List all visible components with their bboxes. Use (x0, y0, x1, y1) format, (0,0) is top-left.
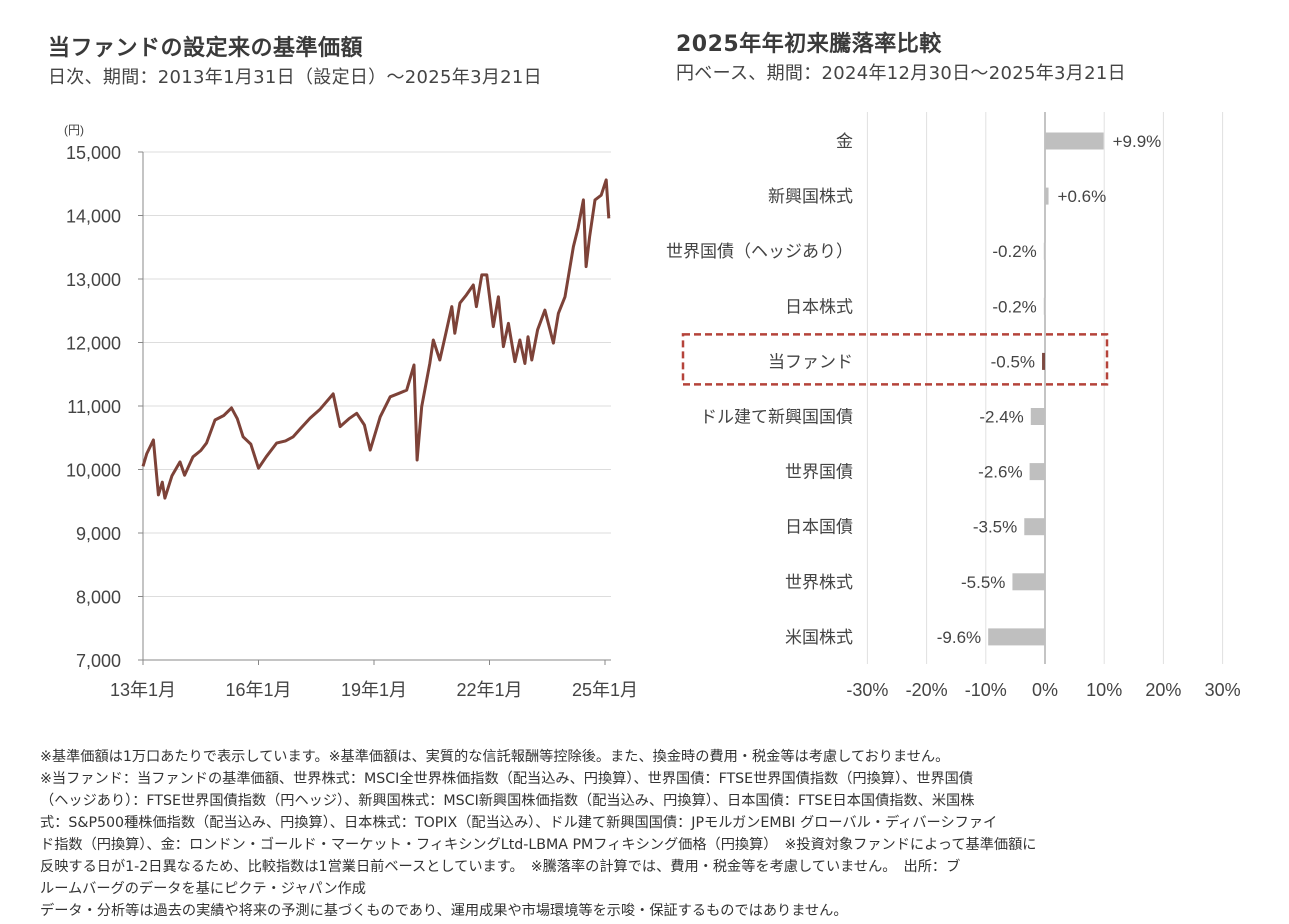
value-label: -0.2% (992, 297, 1036, 316)
footnote-line: ※基準価額は1万口あたりで表示しています。※基準価額は、実質的な信託報酬等控除後… (40, 749, 950, 765)
y-tick-label: 10,000 (66, 461, 121, 481)
x-tick-label: 13年1月 (110, 680, 176, 700)
x-tick-label: 25年1月 (572, 680, 638, 700)
return-bar-chart: -30% -20% -10% 0% 10% 20% 30% 金 +9.9% 新興国株式 +0.6% 世… (666, 112, 1241, 700)
left-chart-title: 当ファンドの設定来の基準価額 (48, 36, 364, 61)
bar-2 (1043, 242, 1046, 260)
x-tick-label: 0% (1032, 680, 1058, 700)
value-label: -0.5% (991, 352, 1035, 371)
bar-1 (1045, 187, 1049, 205)
category-label: 日本株式 (785, 297, 853, 316)
value-label: -3.5% (973, 518, 1017, 537)
left-chart-subtitle: 日次、期間：2013年1月31日（設定日）～2025年3月21日 (48, 67, 542, 88)
value-label: +9.9% (1113, 132, 1162, 151)
highlight-box (681, 333, 1109, 386)
y-tick-label: 13,000 (66, 270, 121, 290)
footnotes: ※基準価額は1万口あたりで表示しています。※基準価額は、実質的な信託報酬等控除後… (40, 746, 1036, 922)
x-tick-label: -20% (906, 680, 948, 700)
bar-4 (1042, 352, 1045, 370)
footnote-line: 式：S&P500種株価指数（配当込み、円換算）、日本株式：TOPIX（配当込み）… (40, 815, 998, 831)
y-tick-label: 8,000 (76, 588, 121, 608)
nav-line-chart: 7,000 8,000 9,000 10,000 11,000 12,000 13,000 1… (64, 123, 638, 700)
bar-7 (1024, 518, 1045, 536)
footnote-line: データ・分析等は過去の実績や将来の予測に基づくものであり、運用成果や市場環境等を… (40, 903, 848, 919)
footnote-line: ルームバーグのデータを基にピクテ・ジャパン作成 (40, 881, 366, 897)
footnote-line: 反映する日が1-2日異なるため、比較指数は1営業日前ベースとしています。 ※騰落… (40, 859, 961, 875)
nav-series-line (141, 178, 611, 500)
x-tick-label: 30% (1205, 680, 1241, 700)
bar-3 (1043, 297, 1046, 315)
bar-6 (1029, 463, 1045, 481)
category-label: 米国株式 (785, 628, 853, 647)
y-tick-label: 15,000 (66, 143, 121, 163)
y-tick-label: 11,000 (67, 397, 121, 417)
value-label: -2.6% (978, 463, 1022, 482)
bar-5 (1030, 408, 1045, 425)
category-label: 世界国債 (785, 463, 853, 482)
category-label: 当ファンド (768, 352, 853, 371)
right-chart-subtitle: 円ベース、期間：2024年12月30日～2025年3月21日 (676, 63, 1126, 84)
value-label: -0.2% (992, 242, 1036, 261)
category-label: 新興国株式 (768, 187, 853, 206)
y-tick-label: 9,000 (76, 524, 121, 544)
category-label: 世界国債（ヘッジあり） (666, 242, 853, 261)
x-tick-label: 10% (1086, 680, 1122, 700)
y-tick-label: 14,000 (66, 207, 121, 227)
x-tick-label: 20% (1145, 680, 1181, 700)
category-label: 日本国債 (785, 518, 853, 537)
footnote-line: ド指数（円換算）、金：ロンドン・ゴールド・マーケット・フィキシングLtd-LBM… (40, 837, 1037, 853)
y-axis-unit-label: (円) (64, 123, 84, 137)
footnote-line: ※当ファンド：当ファンドの基準価額、世界株式：MSCI全世界株価指数（配当込み、… (40, 771, 974, 787)
x-tick-label: 16年1月 (225, 680, 291, 700)
value-label: +0.6% (1058, 187, 1107, 206)
category-label: 金 (836, 132, 853, 151)
y-tick-label: 12,000 (66, 334, 121, 354)
category-label: ドル建て新興国国債 (700, 408, 853, 427)
bar-8 (1012, 573, 1045, 591)
category-label: 世界株式 (785, 573, 853, 592)
x-tick-label: 22年1月 (456, 680, 522, 700)
bar-9 (988, 628, 1045, 646)
x-tick-label: -10% (965, 680, 1007, 700)
x-tick-label: 19年1月 (341, 680, 407, 700)
bar-0 (1045, 132, 1104, 150)
x-tick-label: -30% (846, 680, 888, 700)
value-label: -5.5% (961, 573, 1005, 592)
y-tick-label: 7,000 (76, 651, 121, 671)
footnote-line: （ヘッジあり）：FTSE世界国債指数（円ヘッジ）、新興国株式：MSCI新興国株価… (40, 793, 975, 809)
value-label: -9.6% (937, 628, 981, 647)
right-chart-title: 2025年年初来騰落率比較 (676, 32, 942, 57)
value-label: -2.4% (979, 408, 1023, 427)
